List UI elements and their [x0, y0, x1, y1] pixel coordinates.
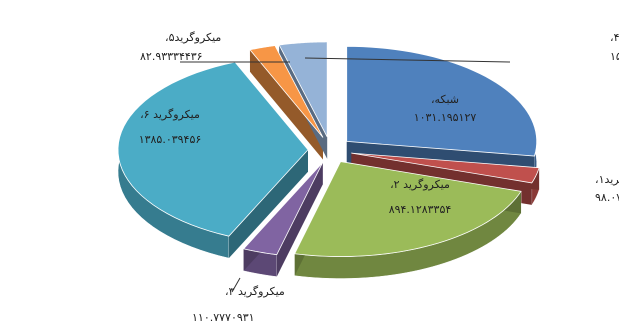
leader-line	[304, 57, 511, 63]
slice-label: میکروگرید۵،	[165, 31, 221, 44]
slice-label: میکروگرید ۳،	[225, 285, 285, 298]
value-label: ۱۱۰.۷۷۷۰۹۳۱	[192, 311, 255, 324]
slice	[351, 152, 540, 184]
slice-label: میکرو گرید۱،	[595, 173, 619, 186]
slice	[242, 162, 324, 256]
value-label: ۹۸.۰۷۹۳۵۴۹۵	[595, 191, 619, 204]
value-label: ۸۹۴.۱۲۸۳۳۵۴	[389, 203, 452, 216]
slice	[117, 61, 309, 237]
slice-label: میکروگرید ۶،	[140, 108, 200, 121]
value-label: ۱۵۲.۷۱۹۷۶۰۷	[610, 50, 619, 63]
slice-label: میکروگرید۴،	[610, 31, 619, 44]
slice	[249, 45, 324, 138]
slice	[278, 41, 328, 138]
value-label: ۱۳۸۵.۰۳۹۴۵۶	[139, 133, 202, 146]
slice-cut	[249, 49, 323, 160]
slice-cut	[228, 149, 309, 259]
leader-line	[231, 277, 241, 293]
slice-label: شبکه،	[431, 93, 459, 106]
value-label: ۸۲.۹۳۳۳۴۴۳۶	[140, 50, 203, 63]
slice	[294, 161, 522, 257]
slice	[346, 46, 538, 157]
value-label: ۱۰۳۱.۱۹۵۱۲۷	[414, 111, 477, 124]
slice-label: میکروگرید ۲،	[390, 178, 450, 191]
